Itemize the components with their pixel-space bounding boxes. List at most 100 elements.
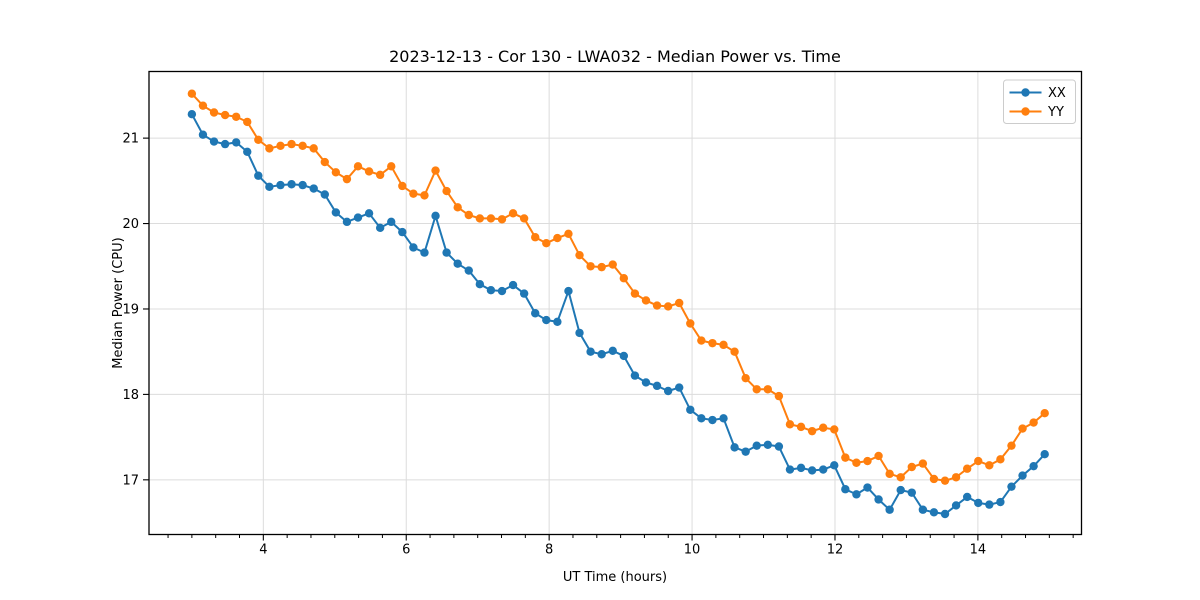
series-yy-marker [586, 262, 595, 271]
series-yy-marker [464, 210, 473, 220]
chart-title: 2023-12-13 - Cor 130 - LWA032 - Median P… [389, 47, 841, 66]
series-yy-marker [841, 453, 850, 462]
series-xx-marker [464, 266, 473, 275]
series-xx-marker [719, 414, 728, 423]
x-axis-label: UT Time (hours) [563, 570, 667, 585]
series-xx-marker [841, 485, 850, 494]
series-xx [187, 110, 1049, 519]
x-tick-label: 4 [259, 543, 267, 558]
series-xx-marker [353, 213, 363, 222]
series-yy-marker [287, 139, 296, 149]
series-yy-marker [796, 422, 806, 432]
series-xx-marker [785, 465, 795, 474]
series-xx-marker [542, 315, 551, 325]
series-yy-marker [597, 262, 606, 272]
series-xx-marker [774, 442, 784, 451]
series-yy-marker [331, 168, 341, 177]
axis-tick-labels: 4 6 8 10 12 14 17 18 19 20 21 [122, 132, 986, 558]
series-yy-marker [398, 181, 407, 191]
series-xx-marker [885, 505, 894, 514]
series-yy-marker [996, 455, 1005, 464]
series-xx-marker [852, 490, 861, 499]
series-xx-marker [697, 414, 706, 423]
series-xx-marker [907, 488, 916, 497]
series-xx-marker [508, 280, 518, 290]
series-yy-marker [209, 108, 219, 117]
y-tick-label: 20 [122, 217, 139, 232]
series-yy-marker [364, 167, 374, 176]
series-yy-marker [387, 162, 396, 171]
series-xx-marker [929, 508, 939, 517]
x-tick-label: 6 [402, 543, 410, 558]
y-tick-label: 19 [122, 302, 139, 317]
series-xx-marker [874, 495, 883, 504]
series-yy-marker [896, 473, 905, 482]
series-xx-marker [741, 447, 750, 456]
series-xx-marker [431, 211, 440, 221]
series-yy-marker [265, 144, 274, 153]
series-yy-marker [342, 174, 352, 184]
series-yy-marker [243, 117, 252, 127]
series-xx-marker [630, 371, 640, 380]
series-yy-marker [420, 191, 429, 200]
series-yy-marker [730, 347, 739, 356]
series-yy-marker [1007, 441, 1016, 450]
series-xx-marker [409, 243, 418, 252]
series-yy-marker [353, 162, 363, 171]
series-xx-marker [796, 463, 806, 473]
series-xx-marker [564, 286, 573, 296]
series-yy-marker [187, 89, 197, 98]
series-xx-marker [575, 328, 584, 338]
series-yy-marker [619, 274, 629, 283]
series-yy-marker [276, 141, 285, 151]
series-xx-marker [1018, 471, 1027, 480]
y-axis-label: Median Power (CPU) [111, 237, 126, 368]
series-xx-marker [863, 483, 872, 492]
series-yy-marker [198, 101, 208, 110]
series-yy-marker [763, 385, 773, 394]
series-yy-marker [830, 425, 839, 434]
series-xx-marker [597, 350, 606, 359]
series-yy-marker [974, 456, 983, 466]
series-yy-marker [985, 461, 994, 470]
series-yy-marker [818, 423, 828, 432]
series-yy-marker [741, 373, 750, 383]
series-xx-marker [254, 171, 263, 180]
series-xx-marker [453, 259, 462, 268]
x-tick-label: 14 [970, 543, 987, 558]
y-tick-label: 18 [122, 388, 139, 403]
series-xx-marker [1040, 450, 1049, 459]
series-yy-marker [929, 474, 939, 484]
series-yy-marker [320, 157, 329, 167]
series-xx-marker [708, 415, 717, 425]
series-yy-marker [630, 289, 640, 298]
plot-border [148, 70, 1083, 536]
series-xx-marker [553, 317, 562, 326]
series-yy-marker [508, 209, 518, 218]
series-yy-marker [309, 144, 318, 153]
series-xx-marker [198, 130, 208, 139]
series-yy-marker [785, 420, 795, 429]
y-tick-label: 17 [122, 473, 139, 488]
series-xx-marker [962, 492, 972, 502]
series-xx-marker [641, 378, 651, 387]
gridlines [149, 71, 1082, 535]
series-xx-marker [918, 505, 928, 514]
series-xx-marker [830, 461, 839, 470]
x-tick-label: 8 [545, 543, 553, 558]
series-xx-marker [309, 184, 318, 193]
x-tick-label: 12 [827, 543, 844, 558]
legend-marker-yy-icon [1021, 107, 1030, 116]
series-yy-marker [298, 141, 307, 151]
series-yy-marker [951, 473, 961, 482]
series-yy-marker [442, 186, 451, 196]
series-xx-marker [320, 190, 329, 199]
series-yy-marker [1029, 418, 1038, 427]
data-series [187, 89, 1049, 519]
series-yy-marker [918, 459, 928, 468]
series-xx-marker [398, 227, 407, 237]
series-xx-marker [686, 405, 695, 414]
series-xx-marker [276, 180, 285, 190]
series-xx-marker [675, 383, 684, 392]
